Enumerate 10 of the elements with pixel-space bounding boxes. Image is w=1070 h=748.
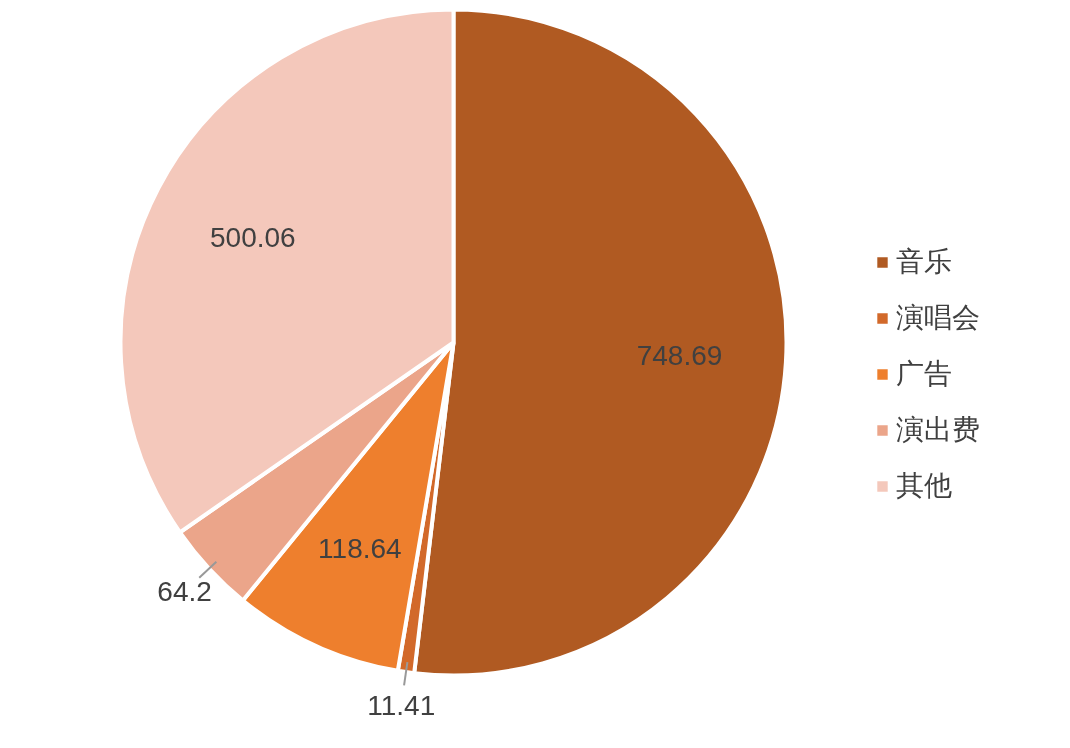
data-label: 11.41 <box>367 689 436 721</box>
legend-label: 其他 <box>896 468 952 504</box>
data-label: 118.64 <box>318 533 402 565</box>
legend-label: 广告 <box>896 356 952 392</box>
data-label: 500.06 <box>210 222 296 254</box>
data-label: 748.69 <box>636 340 723 372</box>
data-label: 64.2 <box>157 575 212 607</box>
legend-label: 演出费 <box>896 412 980 448</box>
legend-label: 演唱会 <box>896 300 980 336</box>
legend-label: 音乐 <box>896 244 952 280</box>
